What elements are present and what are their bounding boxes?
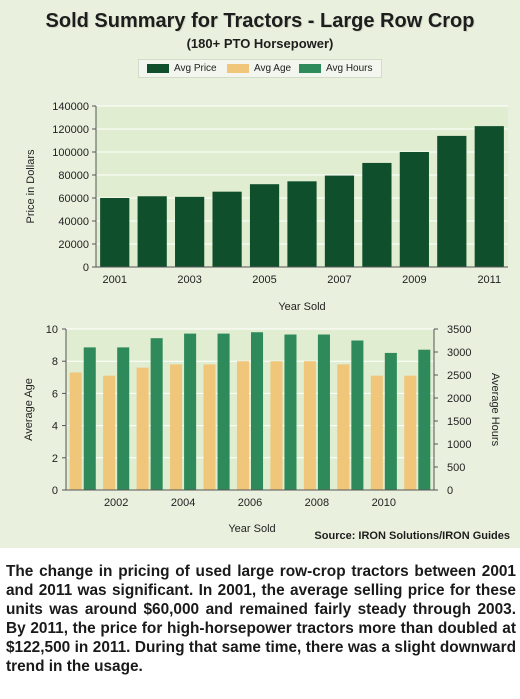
bar-avg-hours (418, 349, 431, 490)
y-tick-label: 140000 (52, 101, 89, 113)
y-tick-label: 4 (52, 421, 58, 433)
bar-avg-price (249, 184, 280, 267)
y2-axis-title: Average Hours (489, 373, 501, 447)
y2-tick-label: 3500 (447, 324, 471, 336)
bar-avg-age (103, 375, 116, 490)
bar-avg-hours (284, 334, 297, 490)
y2-tick-label: 2500 (447, 370, 471, 382)
y2-tick-label: 500 (447, 462, 465, 474)
bar-avg-hours (384, 352, 397, 490)
x-tick-label: 2008 (305, 497, 329, 509)
caption-text: The change in pricing of used large row-… (6, 563, 516, 675)
legend-swatch-avg-price (147, 64, 169, 73)
y-axis-title: Average Age (23, 378, 35, 441)
chart-legend: Avg Price Avg Age Avg Hours (138, 59, 382, 78)
bar-avg-age (236, 361, 249, 490)
y-tick-label: 100000 (52, 147, 89, 159)
bar-avg-hours (117, 347, 130, 490)
y-tick-label: 120000 (52, 124, 89, 136)
y-tick-label: 10 (46, 324, 58, 336)
legend-swatch-avg-hours (299, 64, 321, 73)
y2-tick-label: 1000 (447, 439, 471, 451)
x-tick-label: 2004 (171, 497, 195, 509)
legend-label-avg-age: Avg Age (254, 63, 292, 74)
x-tick-label: 2011 (477, 274, 501, 286)
bar-avg-price (324, 175, 355, 267)
bar-avg-price (399, 152, 429, 267)
x-tick-label: 2009 (402, 274, 426, 286)
bar-avg-price (100, 198, 130, 267)
chart-panel: Sold Summary for Tractors - Large Row Cr… (0, 0, 520, 550)
y2-tick-label: 3000 (447, 347, 471, 359)
bar-avg-age (370, 375, 383, 490)
chart-subtitle: (180+ PTO Horsepower) (186, 36, 334, 51)
bar-avg-price (137, 196, 167, 267)
x-tick-label: 2007 (327, 274, 351, 286)
bar-avg-price (362, 162, 392, 267)
y-tick-label: 20000 (58, 239, 89, 251)
x-tick-label: 2002 (104, 497, 128, 509)
bar-avg-age (170, 364, 183, 490)
bar-avg-age (404, 375, 417, 490)
legend-label-avg-hours: Avg Hours (326, 63, 373, 74)
y-tick-label: 8 (52, 356, 58, 368)
bar-avg-age (303, 361, 316, 490)
legend-item-avg-hours: Avg Hours (299, 63, 373, 75)
bar-avg-hours (351, 340, 364, 490)
bar-avg-hours (317, 334, 330, 490)
y-tick-label: 60000 (58, 193, 89, 205)
x-tick-label: 2006 (238, 497, 262, 509)
bar-avg-hours (251, 332, 264, 490)
y-tick-label: 2 (52, 453, 58, 465)
bar-avg-age (270, 361, 283, 490)
y2-tick-label: 0 (447, 485, 453, 497)
bar-avg-age (69, 372, 82, 490)
bar-avg-hours (150, 338, 163, 490)
y-tick-label: 0 (83, 262, 89, 274)
legend-item-avg-price: Avg Price (147, 63, 217, 75)
y-tick-label: 80000 (58, 170, 89, 182)
x-axis-title: Year Sold (278, 301, 325, 313)
bar-avg-hours (184, 333, 197, 490)
chart-title: Sold Summary for Tractors - Large Row Cr… (45, 10, 475, 32)
legend-item-avg-age: Avg Age (227, 63, 291, 75)
x-tick-label: 2003 (177, 274, 201, 286)
y2-tick-label: 2000 (447, 393, 471, 405)
y-tick-label: 6 (52, 388, 58, 400)
bar-avg-hours (217, 333, 230, 490)
y2-tick-label: 1500 (447, 416, 471, 428)
bar-avg-age (136, 367, 149, 490)
x-tick-label: 2005 (252, 274, 276, 286)
bar-avg-price (287, 181, 317, 267)
x-tick-label: 2001 (102, 274, 126, 286)
age-hours-chart: 0 2 4 6 8 10 0 500 1000 1500 2000 2500 3000 3500 2002 2… (23, 324, 501, 535)
bar-avg-price (437, 135, 467, 267)
y-tick-label: 0 (52, 485, 58, 497)
bar-avg-price (474, 126, 504, 267)
y-axis-title: Price in Dollars (25, 149, 37, 223)
legend-swatch-avg-age (227, 64, 249, 73)
price-chart: 0 20000 40000 60000 80000 100000 120000 140000 2… (25, 101, 508, 313)
bar-avg-price (175, 196, 205, 267)
bar-avg-age (337, 364, 350, 490)
x-tick-label: 2010 (372, 497, 396, 509)
source-note: Source: IRON Solutions/IRON Guides (314, 530, 510, 542)
y-tick-label: 40000 (58, 216, 89, 228)
x-axis-title: Year Sold (228, 523, 275, 535)
legend-label-avg-price: Avg Price (174, 63, 217, 74)
bar-avg-hours (83, 347, 96, 490)
bar-avg-price (212, 191, 242, 267)
bar-avg-age (203, 364, 216, 490)
